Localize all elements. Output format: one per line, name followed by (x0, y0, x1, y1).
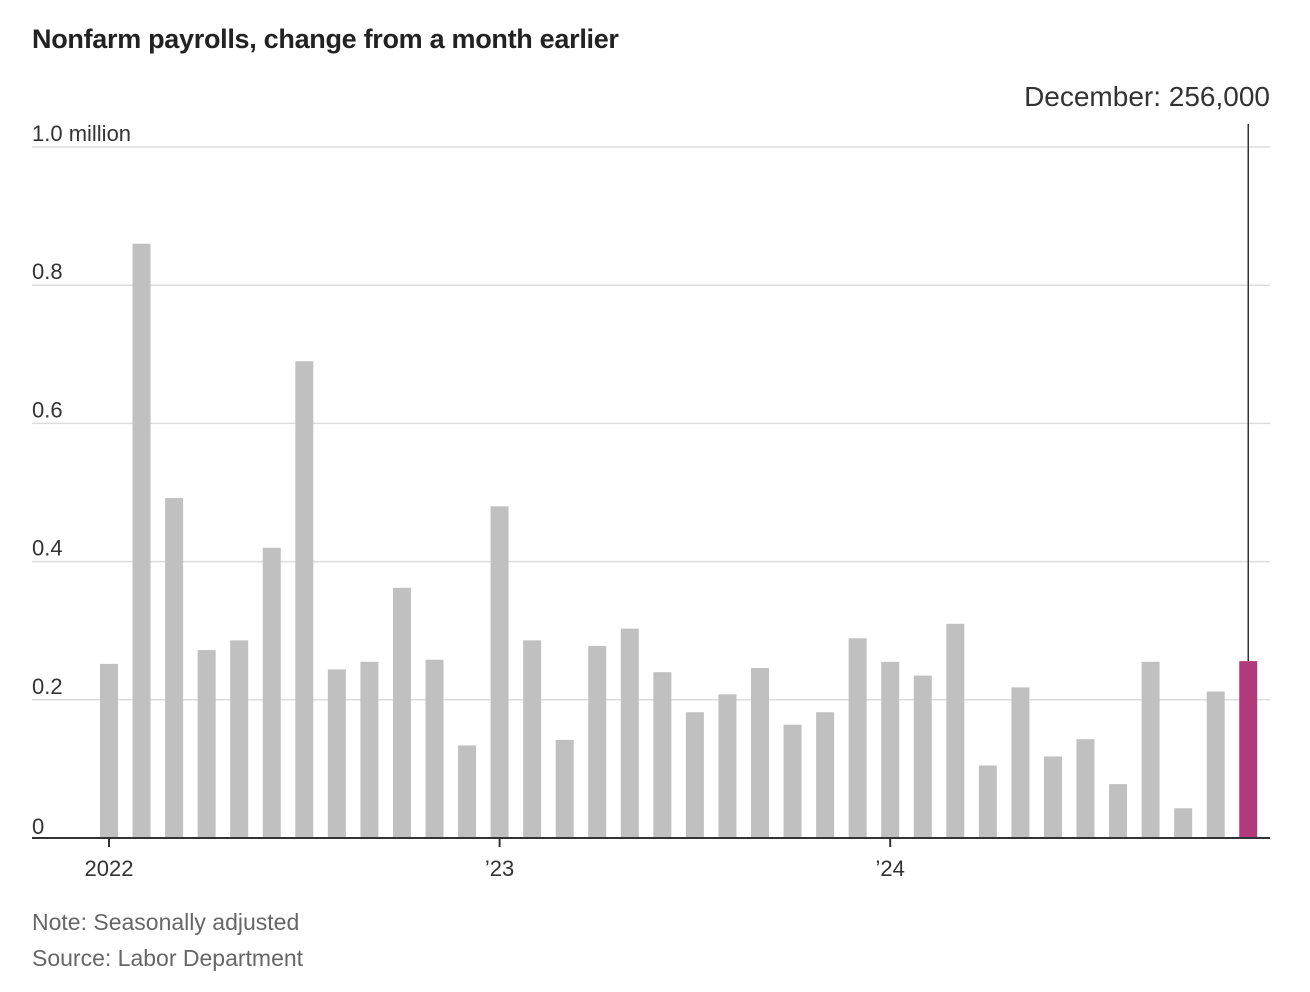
bar: Mar 2022: 0.492 (165, 498, 184, 838)
x-tick-label: 2022 (85, 856, 134, 881)
x-tick-label: ’23 (485, 856, 514, 881)
bar: Jun 2022: 0.42 (262, 547, 281, 838)
bar: Feb 2023: 0.286 (523, 640, 542, 838)
bar: Oct 2023: 0.164 (783, 724, 802, 838)
y-tick-label: 1.0 million (32, 121, 131, 146)
bar: Feb 2022: 0.86 (132, 243, 151, 839)
bar: Mar 2023: 0.142 (555, 739, 574, 838)
bar: Apr 2024: 0.105 (978, 765, 997, 838)
bar: Nov 2022: 0.258 (425, 659, 444, 838)
y-tick-label: 0 (32, 814, 44, 839)
bar: Jan 2023: 0.48 (490, 506, 509, 838)
bar: Aug 2023: 0.208 (718, 694, 737, 838)
bar: Dec 2023: 0.289 (848, 638, 867, 838)
chart-title: Nonfarm payrolls, change from a month ea… (32, 24, 619, 54)
chart-source: Source: Labor Department (32, 945, 304, 971)
bar-highlight: Dec 2024: 0.256 (1239, 661, 1258, 838)
bar: Jan 2024: 0.255 (881, 661, 900, 838)
bar: Oct 2024: 0.043 (1174, 808, 1193, 838)
bar: May 2024: 0.218 (1011, 687, 1030, 838)
bar: Nov 2023: 0.182 (816, 712, 835, 838)
bar: Jul 2023: 0.182 (685, 712, 704, 838)
x-axis: 2022 ’23 ’24 (32, 837, 1270, 881)
bar: Feb 2024: 0.235 (913, 675, 932, 838)
bar: Sep 2023: 0.246 (751, 668, 769, 838)
bars: Jan 2022: 0.252 Feb 2022: 0.86 Mar 2022: 0… (100, 243, 1258, 839)
y-tick-label: 0.2 (32, 674, 63, 699)
annotation-label: December: 256,000 (1024, 81, 1270, 112)
bar: Jul 2022: 0.69 (295, 361, 314, 838)
bar: Jan 2022: 0.252 (100, 663, 118, 838)
bar: Mar 2024: 0.31 (946, 623, 965, 838)
bar: Dec 2022: 0.134 (458, 745, 477, 838)
annotation: December: 256,000 (1024, 81, 1270, 662)
bar: Nov 2024: 0.212 (1206, 691, 1225, 838)
bar: May 2023: 0.303 (620, 628, 639, 838)
gridlines: 0 0.2 0.4 0.6 0.8 1.0 million (32, 121, 1270, 839)
y-tick-label: 0.4 (32, 536, 63, 561)
bar: Aug 2022: 0.244 (327, 669, 346, 838)
bar: Aug 2024: 0.078 (1109, 784, 1128, 838)
bar: May 2022: 0.286 (230, 640, 249, 838)
bar: Jul 2024: 0.143 (1076, 739, 1095, 838)
y-tick-label: 0.8 (32, 259, 63, 284)
y-tick-label: 0.6 (32, 397, 63, 422)
bar: Jun 2024: 0.118 (1043, 756, 1062, 838)
bar: Jun 2023: 0.24 (653, 672, 672, 838)
bar: Apr 2022: 0.272 (197, 650, 216, 838)
bar: Oct 2022: 0.362 (392, 587, 411, 838)
x-tick-label: ’24 (876, 856, 905, 881)
bar: Apr 2023: 0.278 (588, 645, 607, 838)
chart-note: Note: Seasonally adjusted (32, 909, 300, 935)
bar: Sep 2024: 0.255 (1141, 661, 1160, 838)
bar: Sep 2022: 0.255 (360, 661, 379, 838)
